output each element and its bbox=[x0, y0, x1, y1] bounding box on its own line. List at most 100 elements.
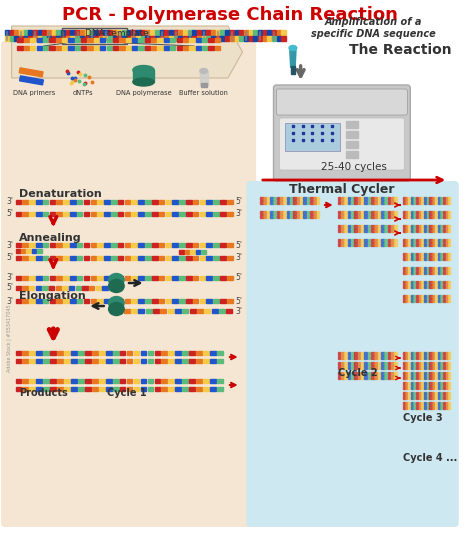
Bar bbox=[14, 30, 18, 35]
Bar bbox=[277, 30, 281, 35]
Bar bbox=[438, 299, 440, 301]
Bar bbox=[388, 238, 390, 242]
Bar bbox=[263, 201, 266, 203]
Bar bbox=[179, 243, 185, 247]
Bar bbox=[413, 386, 415, 388]
Bar bbox=[96, 286, 101, 290]
Bar bbox=[138, 256, 144, 260]
Bar bbox=[203, 387, 209, 391]
Bar bbox=[132, 38, 137, 42]
Bar bbox=[173, 212, 178, 216]
Bar bbox=[103, 36, 108, 41]
Bar bbox=[443, 280, 445, 284]
Bar bbox=[207, 256, 212, 260]
Bar bbox=[36, 299, 42, 303]
Bar bbox=[388, 372, 390, 374]
Bar bbox=[347, 201, 350, 203]
Bar bbox=[354, 215, 357, 217]
Bar bbox=[413, 285, 415, 287]
Bar bbox=[186, 276, 191, 280]
Bar bbox=[405, 210, 407, 214]
Bar bbox=[62, 46, 67, 50]
Bar bbox=[374, 365, 377, 369]
Bar bbox=[413, 229, 415, 231]
Bar bbox=[446, 392, 448, 394]
Bar bbox=[367, 372, 370, 374]
Bar bbox=[29, 212, 35, 216]
Bar bbox=[347, 215, 350, 217]
Bar bbox=[337, 243, 340, 245]
Bar bbox=[177, 46, 182, 50]
Bar bbox=[361, 224, 364, 228]
Bar bbox=[448, 351, 450, 355]
Bar bbox=[413, 299, 415, 301]
Bar bbox=[381, 238, 383, 242]
Bar bbox=[384, 243, 387, 245]
Bar bbox=[438, 376, 440, 379]
Bar bbox=[419, 224, 421, 228]
Bar bbox=[50, 359, 56, 363]
Bar bbox=[429, 243, 432, 245]
Bar bbox=[118, 256, 123, 260]
Bar bbox=[427, 299, 429, 301]
Bar bbox=[367, 224, 370, 228]
Bar bbox=[173, 299, 178, 303]
Bar bbox=[402, 210, 405, 214]
Bar bbox=[408, 280, 410, 284]
Bar bbox=[35, 31, 36, 40]
Bar bbox=[267, 36, 272, 41]
Bar bbox=[159, 256, 164, 260]
Bar bbox=[413, 257, 415, 259]
Bar bbox=[162, 359, 167, 363]
Bar bbox=[161, 31, 162, 40]
Bar bbox=[344, 229, 347, 231]
Bar bbox=[351, 362, 354, 365]
Bar bbox=[125, 212, 130, 216]
Text: DNA template: DNA template bbox=[84, 30, 148, 39]
Bar bbox=[213, 276, 219, 280]
Bar bbox=[410, 201, 413, 203]
Bar bbox=[33, 36, 37, 41]
Bar bbox=[134, 351, 139, 355]
Bar bbox=[220, 30, 225, 35]
Text: Amplification of a
specific DNA sequence: Amplification of a specific DNA sequence bbox=[311, 17, 436, 39]
Bar bbox=[394, 201, 397, 203]
Bar bbox=[63, 31, 64, 40]
Bar bbox=[435, 266, 437, 270]
Bar bbox=[413, 196, 415, 200]
Bar bbox=[152, 256, 157, 260]
Bar bbox=[150, 36, 155, 41]
Bar bbox=[435, 299, 437, 301]
Bar bbox=[435, 243, 437, 245]
Bar bbox=[364, 215, 367, 217]
Bar bbox=[280, 215, 283, 217]
Bar bbox=[341, 365, 344, 369]
Bar bbox=[147, 31, 148, 40]
Bar bbox=[364, 224, 367, 228]
Bar bbox=[419, 294, 421, 298]
Bar bbox=[416, 215, 418, 217]
Bar bbox=[448, 201, 450, 203]
Bar bbox=[408, 351, 410, 355]
Bar bbox=[438, 266, 440, 270]
Bar bbox=[138, 38, 144, 42]
Bar bbox=[77, 31, 78, 40]
Bar bbox=[16, 276, 21, 280]
Bar bbox=[175, 351, 181, 355]
Bar bbox=[283, 201, 286, 203]
Bar bbox=[111, 212, 117, 216]
Bar bbox=[405, 285, 407, 287]
Bar bbox=[443, 294, 445, 298]
Bar bbox=[391, 372, 393, 374]
Bar bbox=[438, 362, 440, 365]
Bar bbox=[155, 359, 160, 363]
Bar bbox=[364, 372, 367, 374]
Bar bbox=[351, 210, 354, 214]
Bar bbox=[410, 294, 413, 298]
Bar bbox=[28, 30, 32, 35]
Bar bbox=[75, 30, 79, 35]
Bar bbox=[317, 215, 319, 217]
Bar bbox=[446, 285, 448, 287]
Bar bbox=[133, 31, 134, 40]
Bar bbox=[56, 256, 62, 260]
